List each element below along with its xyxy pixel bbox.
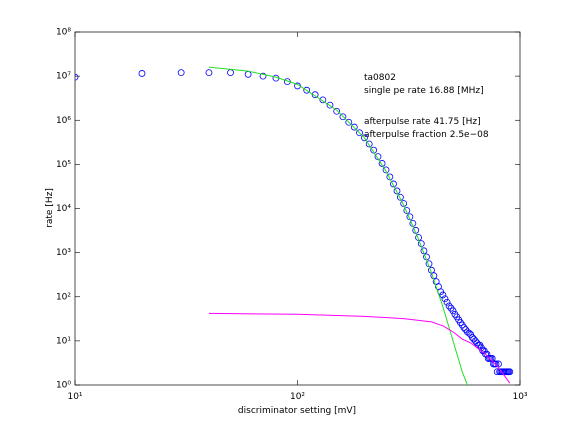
y-tick-label: 10⁷ bbox=[56, 72, 71, 82]
annotation: afterpulse rate 41.75 [Hz] bbox=[364, 117, 481, 127]
x-axis-label: discriminator setting [mV] bbox=[238, 406, 356, 416]
data-point bbox=[370, 146, 378, 154]
annotation: ta0802 bbox=[364, 73, 396, 83]
data-point bbox=[345, 118, 353, 126]
y-tick-label: 10⁰ bbox=[56, 381, 71, 391]
data-point bbox=[443, 298, 451, 306]
fit-line bbox=[208, 312, 511, 384]
data-point bbox=[439, 291, 447, 299]
y-tick-label: 10³ bbox=[56, 248, 71, 258]
data-point bbox=[382, 166, 390, 174]
data-point bbox=[492, 360, 500, 368]
data-point bbox=[378, 160, 386, 167]
data-point bbox=[333, 107, 341, 115]
annotation: single pe rate 16.88 [MHz] bbox=[364, 86, 484, 96]
data-point bbox=[465, 329, 473, 337]
y-tick-label: 10⁶ bbox=[56, 116, 71, 126]
y-tick-label: 10⁵ bbox=[56, 160, 71, 170]
x-tick-label: 10¹ bbox=[67, 392, 82, 402]
data-point bbox=[445, 302, 453, 310]
y-tick-label: 10² bbox=[56, 292, 71, 302]
data-point bbox=[400, 200, 408, 207]
data-point bbox=[361, 134, 368, 142]
x-tick-label: 10³ bbox=[512, 392, 527, 402]
data-point bbox=[75, 73, 79, 81]
data-point bbox=[177, 69, 185, 77]
data-point bbox=[259, 72, 267, 80]
data-point bbox=[393, 187, 401, 195]
data-point bbox=[396, 193, 404, 201]
data-point bbox=[386, 173, 394, 181]
data-point bbox=[350, 123, 358, 131]
annotation: afterpulse fraction 2.5e−08 bbox=[364, 130, 489, 140]
y-axis-label: rate [Hz] bbox=[45, 188, 55, 228]
data-point bbox=[390, 180, 397, 188]
plot-box bbox=[74, 31, 521, 386]
data-point bbox=[326, 101, 334, 109]
data-point bbox=[506, 368, 514, 376]
data-point bbox=[138, 70, 146, 77]
data-point bbox=[205, 69, 213, 77]
y-tick-label: 10⁴ bbox=[56, 204, 71, 214]
data-point bbox=[303, 86, 311, 94]
data-point bbox=[449, 307, 457, 315]
y-tick-label: 10⁸ bbox=[56, 28, 71, 38]
y-tick-label: 10¹ bbox=[56, 336, 71, 346]
data-point bbox=[457, 319, 464, 326]
data-point bbox=[365, 140, 373, 148]
data-point bbox=[356, 129, 363, 137]
data-point bbox=[460, 324, 468, 331]
data-point bbox=[311, 91, 319, 99]
data-point bbox=[319, 96, 327, 104]
x-tick-label: 10² bbox=[290, 392, 305, 402]
data-point bbox=[339, 113, 347, 121]
fit-line bbox=[208, 66, 468, 385]
data-point bbox=[441, 295, 449, 303]
